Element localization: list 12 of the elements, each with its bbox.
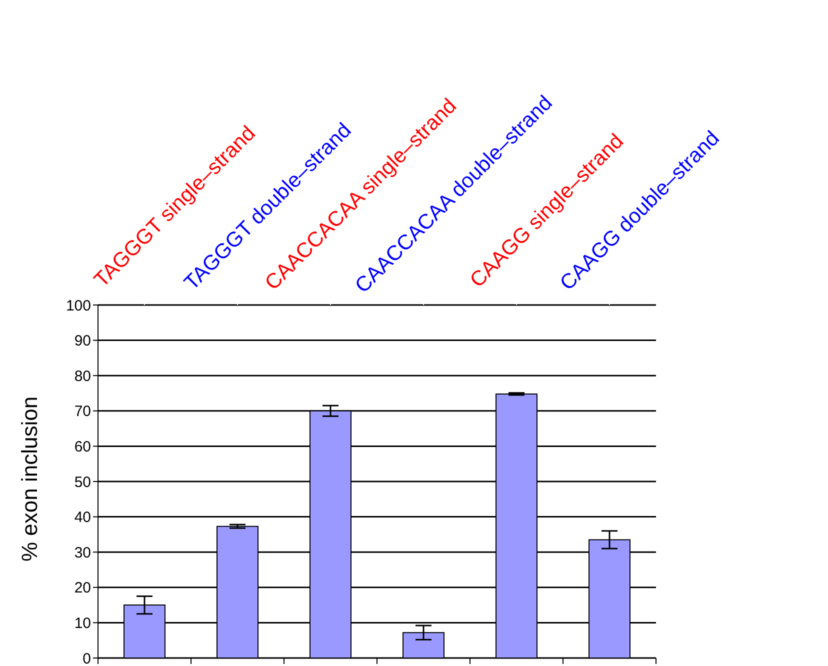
y-tick-label: 80 xyxy=(74,368,91,385)
y-tick-label: 60 xyxy=(74,438,91,456)
y-tick-label: 40 xyxy=(74,509,91,526)
y-tick-label: 100 xyxy=(66,297,91,314)
y-tick-label: 0 xyxy=(82,650,91,666)
y-axis-title: % exon inclusion xyxy=(16,396,42,562)
y-tick-label: 10 xyxy=(74,615,91,632)
y-tick-label: 90 xyxy=(74,332,91,350)
y-tick-label: 30 xyxy=(74,544,91,562)
y-tick-label: 20 xyxy=(74,580,91,597)
y-tick-label: 50 xyxy=(74,474,91,491)
y-tick-label: 70 xyxy=(74,403,91,420)
